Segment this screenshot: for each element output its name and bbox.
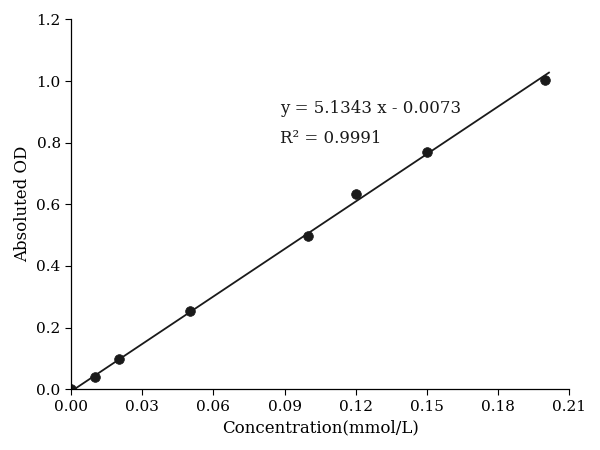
Text: R² = 0.9991: R² = 0.9991 [280,130,381,147]
Point [185,308,194,315]
X-axis label: Concentration(mmol/L): Concentration(mmol/L) [221,419,419,436]
Point [90,373,100,380]
Point [351,191,361,198]
Point [67,386,76,393]
Point [114,356,124,363]
Point [422,148,431,156]
Y-axis label: Absoluted OD: Absoluted OD [14,146,31,262]
Text: y = 5.1343 x - 0.0073: y = 5.1343 x - 0.0073 [280,100,461,117]
Point [541,76,550,84]
Point [304,232,313,239]
